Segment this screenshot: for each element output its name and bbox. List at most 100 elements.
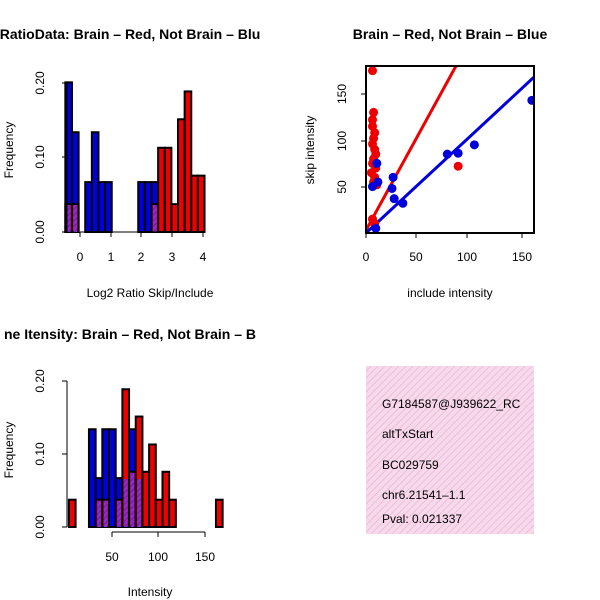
hatch-line xyxy=(366,366,463,463)
hatch-line xyxy=(366,366,421,421)
scatter-x-tick-label: 100 xyxy=(457,250,477,264)
hatch-line xyxy=(553,366,600,534)
hatch-line xyxy=(366,366,407,407)
intensity-bar-overlap xyxy=(137,479,141,527)
ratio-histogram-bars xyxy=(64,81,206,234)
hatch-line xyxy=(447,447,534,534)
ratio-y-axis-label: Frequency xyxy=(2,122,16,179)
ratio-bar-overlap xyxy=(66,205,71,232)
hatch-line xyxy=(419,419,534,534)
hatch-line xyxy=(503,503,534,534)
scatter-point-not-brain xyxy=(527,95,534,105)
ratio-y-tick-label: 0.10 xyxy=(33,145,47,169)
scatter-point-brain xyxy=(453,161,463,171)
event-type: altTxStart xyxy=(382,427,434,441)
hatch-line xyxy=(574,366,600,534)
hatch-line xyxy=(398,398,534,534)
ratio-bar-brain xyxy=(196,174,206,233)
ratio-histogram: RatioData: Brain – Red, Not Brain – Blu … xyxy=(0,26,260,300)
hatch-line xyxy=(539,366,600,534)
scatter-x-tick-label: 50 xyxy=(409,250,423,264)
hatch-line xyxy=(489,489,534,534)
scatter-plot-area xyxy=(366,66,534,233)
hatch-line xyxy=(412,412,534,534)
hatch-line xyxy=(366,366,414,414)
intensity-y-tick-label: 0.10 xyxy=(33,442,47,466)
scatter-point-not-brain xyxy=(372,158,382,168)
hatch-line xyxy=(496,496,534,534)
hatch-line xyxy=(475,475,534,534)
info-box-background xyxy=(366,366,534,534)
ratio-y-tick-label: 0.20 xyxy=(33,71,47,95)
hatch-line xyxy=(366,366,442,442)
hatch-line xyxy=(454,454,534,534)
hatch-line xyxy=(524,524,534,534)
hatch-line xyxy=(366,366,372,372)
intensity-x-tick-label: 100 xyxy=(148,550,168,564)
ratio-bar-not-brain xyxy=(104,181,113,233)
hatch-line xyxy=(384,384,534,534)
hatch-line xyxy=(377,377,534,534)
hatch-line xyxy=(366,366,435,435)
intensity-bar-not-brain xyxy=(87,428,97,528)
hatch-line xyxy=(366,366,526,526)
intensity-bar-brain xyxy=(141,470,151,529)
ratio-y-tick-label: 0.00 xyxy=(33,220,47,244)
hatch-line xyxy=(366,366,484,484)
event-id: G7184587@J939622_RC xyxy=(382,397,521,411)
intensity-bar-overlap xyxy=(130,472,135,527)
intensity-x-tick-label: 50 xyxy=(105,550,119,564)
hatch-line xyxy=(482,482,534,534)
intensity-y-axis-label: Frequency xyxy=(2,422,16,479)
intensity-bar-brain xyxy=(168,498,177,528)
scatter-point-brain xyxy=(368,66,378,76)
ratio-x-tick-label: 1 xyxy=(108,250,115,264)
hatch-line xyxy=(366,366,512,512)
hatch-line xyxy=(366,366,477,477)
scatter-frame xyxy=(365,65,535,234)
intensity-bar-not-brain xyxy=(108,428,117,528)
scatter-point-not-brain xyxy=(368,182,378,192)
info-box: G7184587@J939622_RC altTxStart BC029759 … xyxy=(366,366,600,534)
hatch-line xyxy=(366,366,386,386)
intensity-bar-overlap xyxy=(97,500,101,527)
hatch-line xyxy=(567,366,600,534)
scatter-point-not-brain xyxy=(442,149,452,159)
location: chr6.21541–1.1 xyxy=(382,488,466,502)
hatch-line xyxy=(531,531,534,534)
hatch-line xyxy=(426,426,534,534)
ratio-x-tick-label: 4 xyxy=(200,250,207,264)
hatch-line xyxy=(440,440,534,534)
hatch-line xyxy=(588,366,600,534)
scatter-title: Brain – Red, Not Brain – Blue xyxy=(353,26,548,42)
intensity-bar-overlap xyxy=(123,479,128,527)
hatch-line xyxy=(461,461,534,534)
intensity-bar-brain xyxy=(214,498,224,528)
scatter-point-not-brain xyxy=(387,183,397,193)
hatch-line xyxy=(433,433,534,534)
hatch-line xyxy=(366,366,456,456)
hatch-line xyxy=(366,366,428,428)
intensity-bar-brain xyxy=(148,443,157,529)
hatch-line xyxy=(366,366,449,449)
ratio-bar-overlap xyxy=(153,205,157,232)
scatter-point-not-brain xyxy=(469,140,479,150)
hatch-line xyxy=(366,366,533,533)
hatch-line xyxy=(468,468,534,534)
accession: BC029759 xyxy=(382,458,439,472)
ratio-bar-overlap xyxy=(73,205,78,232)
hatch-line xyxy=(366,366,519,519)
hatch-line xyxy=(581,366,600,534)
scatter-point-not-brain xyxy=(389,194,399,204)
ratio-x-tick-label: 0 xyxy=(77,250,84,264)
intensity-bar-brain xyxy=(161,470,171,529)
ratio-histogram-title: RatioData: Brain – Red, Not Brain – Blu xyxy=(0,26,260,42)
ratio-x-tick-label: 2 xyxy=(138,250,145,264)
intensity-y-tick-label: 0.00 xyxy=(33,515,47,539)
hatch-line xyxy=(391,391,534,534)
intensity-histogram-bars xyxy=(67,388,224,529)
intensity-histogram: ne Itensity: Brain – Red, Not Brain – B … xyxy=(2,326,256,599)
intensity-histogram-title: ne Itensity: Brain – Red, Not Brain – B xyxy=(4,326,256,342)
scatter-y-tick-label: 100 xyxy=(335,131,349,151)
